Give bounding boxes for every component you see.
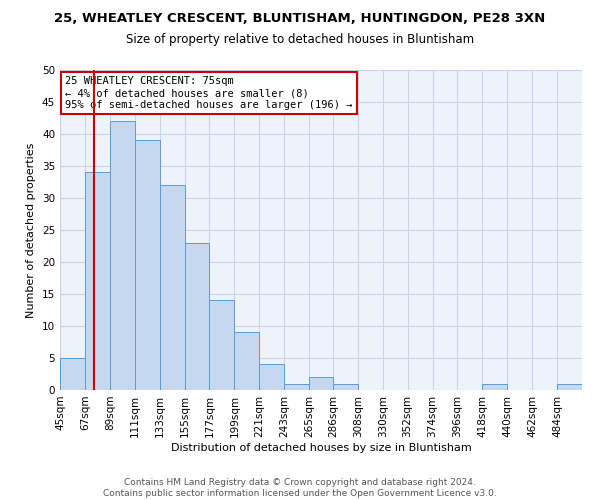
Bar	[557, 384, 582, 390]
X-axis label: Distribution of detached houses by size in Bluntisham: Distribution of detached houses by size …	[170, 442, 472, 452]
Text: Contains HM Land Registry data © Crown copyright and database right 2024.
Contai: Contains HM Land Registry data © Crown c…	[103, 478, 497, 498]
Bar	[333, 384, 358, 390]
Bar	[259, 364, 284, 390]
Bar	[284, 384, 309, 390]
Text: Size of property relative to detached houses in Bluntisham: Size of property relative to detached ho…	[126, 32, 474, 46]
Bar	[60, 358, 85, 390]
Bar	[85, 172, 110, 390]
Bar	[135, 140, 160, 390]
Bar	[309, 377, 333, 390]
Text: 25 WHEATLEY CRESCENT: 75sqm
← 4% of detached houses are smaller (8)
95% of semi-: 25 WHEATLEY CRESCENT: 75sqm ← 4% of deta…	[65, 76, 353, 110]
Bar	[209, 300, 235, 390]
Text: 25, WHEATLEY CRESCENT, BLUNTISHAM, HUNTINGDON, PE28 3XN: 25, WHEATLEY CRESCENT, BLUNTISHAM, HUNTI…	[55, 12, 545, 26]
Bar	[160, 185, 185, 390]
Y-axis label: Number of detached properties: Number of detached properties	[26, 142, 37, 318]
Bar	[235, 332, 259, 390]
Bar	[185, 243, 209, 390]
Bar	[110, 121, 135, 390]
Bar	[482, 384, 507, 390]
